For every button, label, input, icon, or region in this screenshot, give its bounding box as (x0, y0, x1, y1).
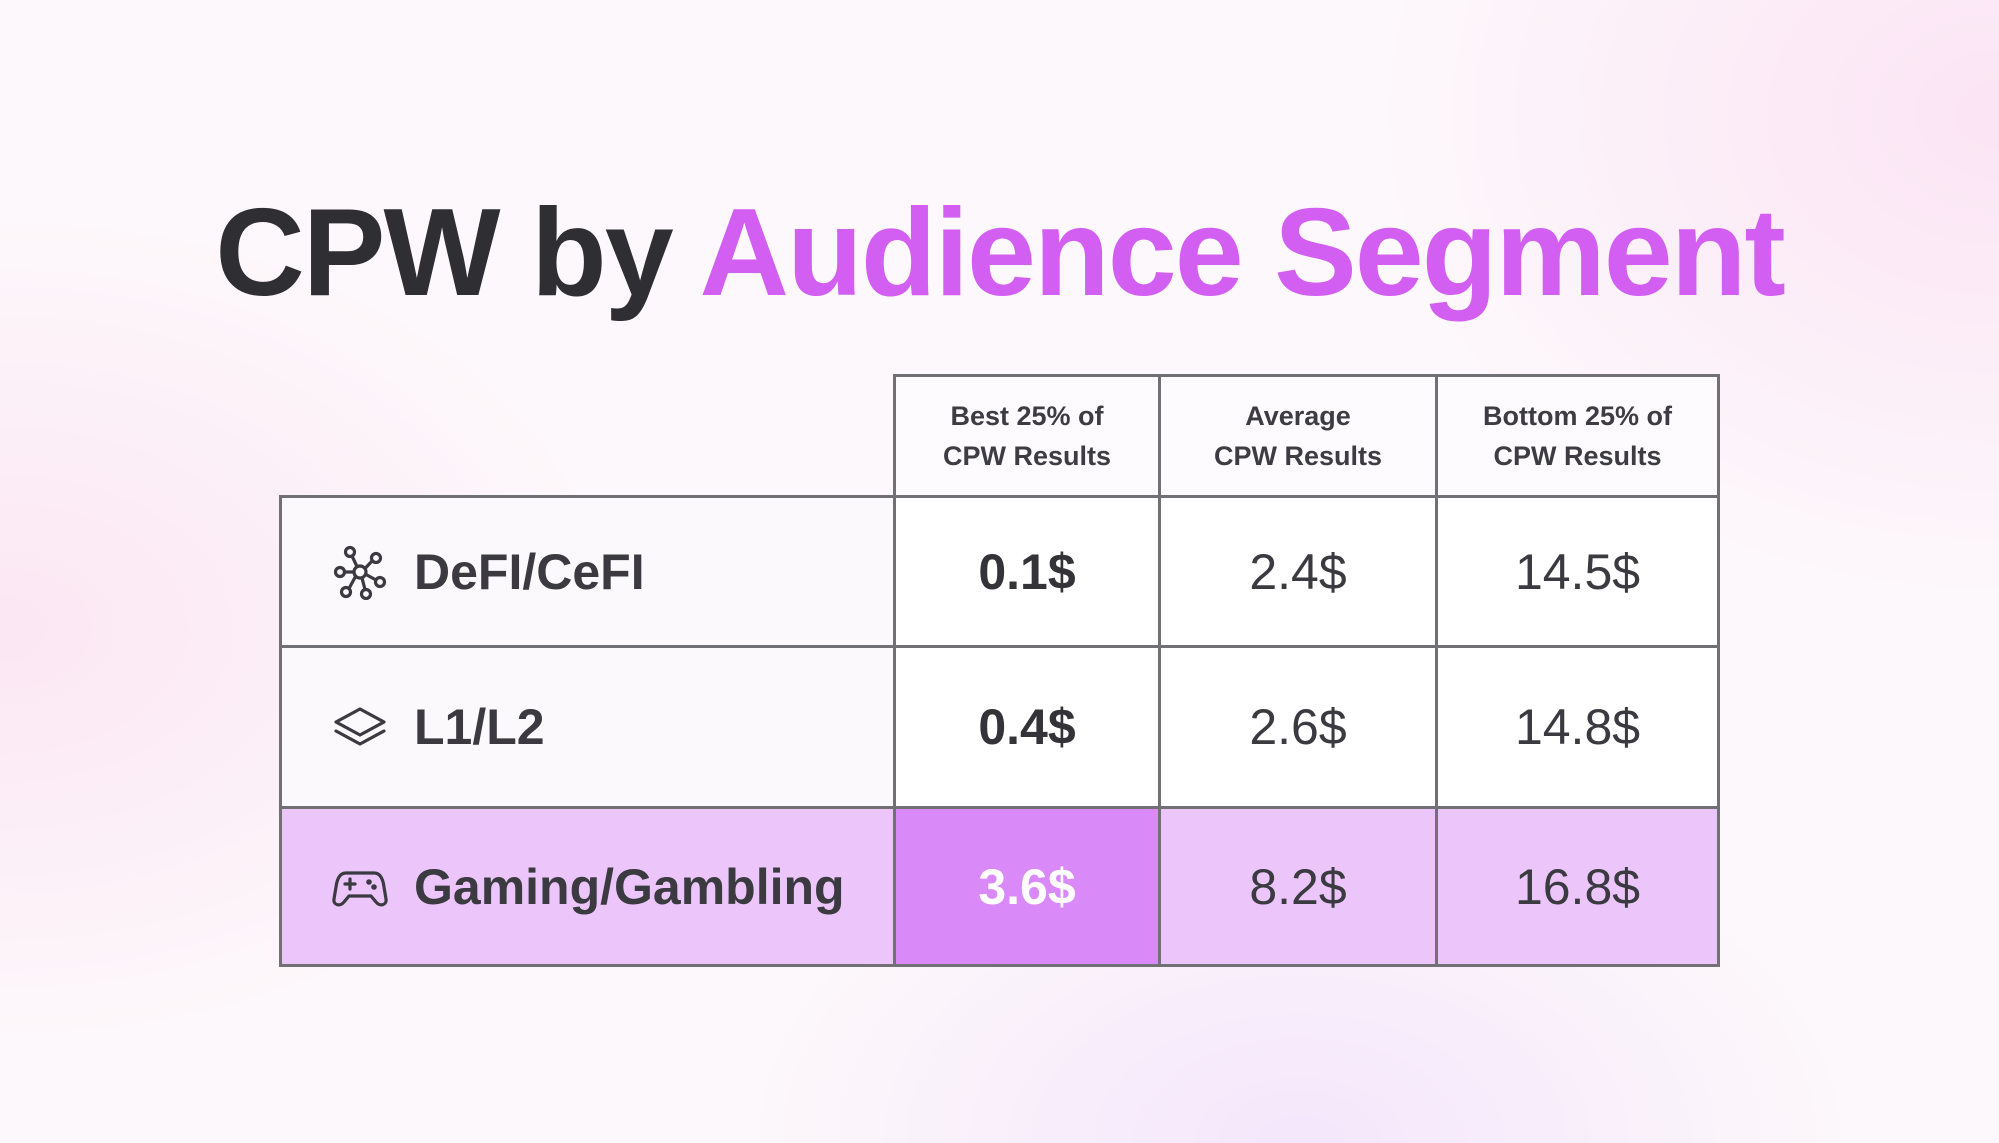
column-header-best: Best 25% of CPW Results (893, 374, 1161, 498)
column-header-average: Average CPW Results (1158, 374, 1438, 498)
row-label-l1-l2: L1/L2 (279, 645, 896, 809)
value-text: 2.4$ (1249, 543, 1347, 600)
title-part-2: Audience Segment (699, 184, 1786, 322)
row-label-gaming: Gaming/Gambling (279, 806, 896, 967)
value-cell-best: 3.6$ (893, 806, 1161, 967)
page-title: CPW by Audience Segment (0, 178, 1999, 328)
row-label-text: L1/L2 (414, 699, 545, 755)
value-cell-average: 2.4$ (1158, 495, 1438, 648)
value-text: 2.6$ (1249, 699, 1347, 755)
value-text: 14.5$ (1514, 543, 1641, 600)
value-cell-best: 0.1$ (893, 495, 1161, 648)
value-text: 0.1$ (978, 543, 1076, 600)
value-cell-average: 2.6$ (1158, 645, 1438, 809)
value-cell-best: 0.4$ (893, 645, 1161, 809)
value-text: 0.4$ (978, 699, 1076, 755)
layers-icon (332, 699, 388, 755)
value-text: 16.8$ (1514, 858, 1641, 915)
value-text: 3.6$ (978, 858, 1076, 915)
value-cell-bottom: 14.5$ (1435, 495, 1720, 648)
value-cell-bottom: 16.8$ (1435, 806, 1720, 967)
gamepad-icon (332, 859, 388, 915)
column-header-best-text: Best 25% of CPW Results (942, 401, 1112, 471)
value-cell-average: 8.2$ (1158, 806, 1438, 967)
column-header-bottom: Bottom 25% of CPW Results (1435, 374, 1720, 498)
value-cell-bottom: 14.8$ (1435, 645, 1720, 809)
row-label-defi: DeFI/CeFI (279, 495, 896, 648)
value-text: 8.2$ (1249, 858, 1347, 915)
title-part-1: CPW by (215, 184, 673, 322)
row-label-text: Gaming/Gambling (414, 858, 845, 915)
column-header-average-text: Average CPW Results (1213, 401, 1383, 471)
value-text: 14.8$ (1514, 699, 1641, 755)
row-label-text: DeFI/CeFI (414, 543, 645, 600)
column-header-bottom-text: Bottom 25% of CPW Results (1483, 401, 1672, 471)
network-nodes-icon (332, 544, 388, 600)
